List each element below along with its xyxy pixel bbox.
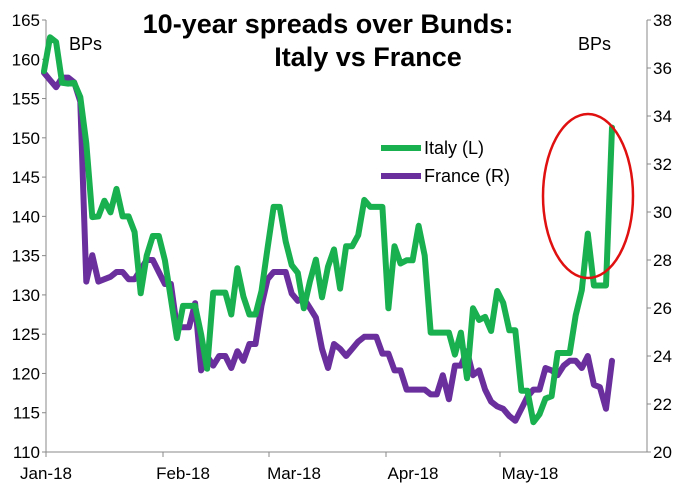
x-tick-label: Apr-18 [387, 464, 438, 483]
left-tick-label: 115 [13, 404, 40, 423]
x-axis-ticks: Jan-18 Feb-18 Mar-18 Apr-18 May-18 [20, 452, 558, 483]
right-tick-label: 26 [653, 299, 672, 318]
x-tick-label: May-18 [502, 464, 559, 483]
right-axis-unit: BPs [578, 34, 611, 54]
right-tick-label: 28 [653, 251, 672, 270]
right-tick-label: 20 [653, 443, 672, 462]
right-tick-label: 34 [653, 107, 672, 126]
left-tick-label: 130 [12, 286, 40, 305]
legend-label-italy: Italy (L) [424, 138, 484, 158]
left-axis-ticks: 110 115 120 125 130 135 140 145 150 155 160 165 [12, 11, 46, 462]
right-tick-label: 30 [653, 203, 672, 222]
right-tick-label: 32 [653, 155, 672, 174]
chart-title-line1: 10-year spreads over Bunds: [143, 9, 514, 39]
left-tick-label: 145 [12, 168, 40, 187]
legend: Italy (L) France (R) [381, 138, 510, 186]
axes [45, 20, 648, 453]
left-tick-label: 125 [12, 325, 40, 344]
left-tick-label: 155 [12, 90, 40, 109]
x-tick-label: Mar-18 [267, 464, 321, 483]
left-tick-label: 150 [12, 129, 40, 148]
left-tick-label: 110 [13, 443, 40, 462]
right-tick-label: 24 [653, 347, 672, 366]
left-tick-label: 165 [12, 11, 40, 30]
x-tick-label: Jan-18 [20, 464, 72, 483]
right-tick-label: 36 [653, 59, 672, 78]
series-line-france [41, 69, 615, 424]
left-axis-unit: BPs [69, 34, 102, 54]
right-axis-ticks: 20 22 24 26 28 30 32 34 36 38 [647, 11, 672, 462]
left-tick-label: 140 [12, 207, 40, 226]
chart-title-line2: Italy vs France [274, 42, 462, 72]
right-tick-label: 22 [653, 395, 672, 414]
left-tick-label: 160 [12, 50, 40, 69]
left-tick-label: 120 [12, 364, 40, 383]
legend-label-france: France (R) [424, 166, 510, 186]
highlight-ellipse [541, 112, 635, 280]
right-tick-label: 38 [653, 11, 672, 30]
series-line-italy [41, 34, 615, 426]
series-layer [41, 34, 615, 426]
x-tick-label: Feb-18 [156, 464, 210, 483]
left-tick-label: 135 [12, 247, 40, 266]
